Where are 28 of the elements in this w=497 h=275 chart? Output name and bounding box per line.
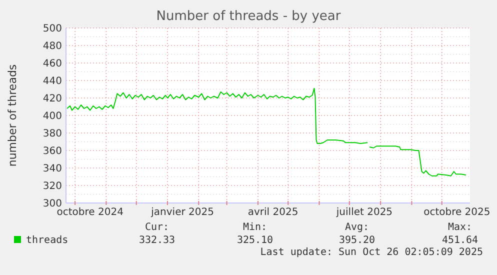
text: Avg:	[344, 222, 370, 233]
x-tick-label: octobre 2024	[56, 207, 124, 218]
text: Min:	[242, 222, 268, 233]
x-tick-label: janvier 2025	[150, 207, 214, 218]
y-tick-label: 440	[42, 76, 62, 87]
y-tick-label: 380	[42, 128, 62, 140]
y-axis-title: number of threads	[6, 64, 19, 167]
y-tick-label: 340	[42, 164, 62, 174]
y-tick-label: 360	[42, 146, 62, 157]
x-tick-label: octobre 2025	[424, 207, 490, 218]
x-tick-label: avril 2025	[248, 207, 298, 218]
text: 395.20	[338, 235, 376, 246]
legend-label: threads	[26, 235, 68, 246]
y-tick-label: 400	[42, 111, 62, 122]
text: Last update: Sun Oct 26 02:05:09 2025	[260, 247, 483, 258]
text: Max:	[448, 222, 472, 233]
text: 325.10	[236, 235, 274, 246]
text: 451.64	[442, 235, 478, 246]
text: Cur:	[144, 222, 170, 233]
y-tick-label: 480	[42, 41, 62, 52]
x-tick-label: juillet 2025	[335, 207, 393, 218]
y-tick-label: 460	[42, 58, 62, 70]
y-tick-label: 420	[42, 94, 62, 104]
y-tick-label: 500	[42, 24, 62, 34]
chart-title: Number of threads - by year	[156, 9, 342, 24]
y-tick-label: 320	[42, 181, 62, 192]
y-tick-label: 300	[42, 198, 62, 210]
text: 332.33	[138, 235, 176, 246]
